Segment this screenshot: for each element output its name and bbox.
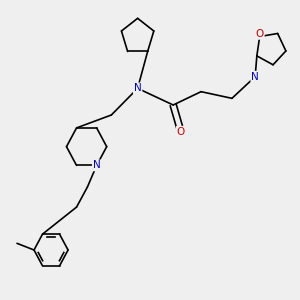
Text: O: O (256, 29, 264, 39)
Text: O: O (177, 127, 185, 137)
Text: N: N (251, 72, 259, 82)
Text: N: N (134, 83, 142, 93)
Text: N: N (93, 160, 101, 170)
